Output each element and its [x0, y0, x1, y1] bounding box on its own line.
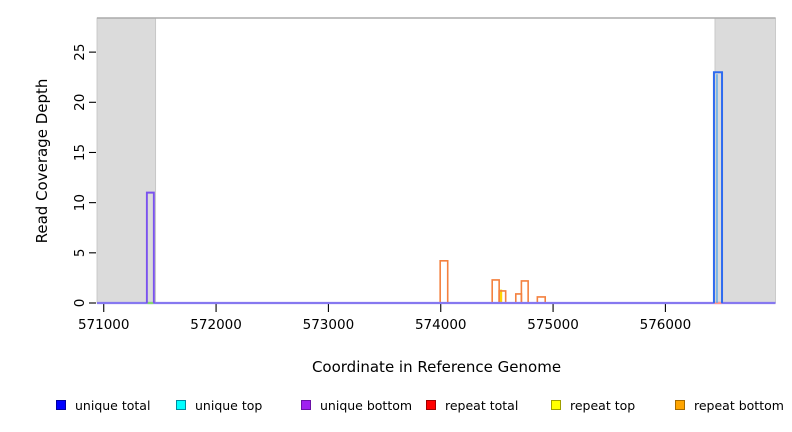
- coverage-bar-unique-total: [712, 71, 724, 303]
- y-tick-label: 25: [72, 44, 88, 61]
- legend-item-unique-top: unique top: [176, 397, 262, 413]
- y-tick-label: 10: [72, 194, 88, 211]
- legend-item-unique-total: unique total: [56, 397, 150, 413]
- x-tick-label: 572000: [190, 317, 242, 333]
- x-axis-title: Coordinate in Reference Genome: [311, 358, 562, 376]
- shaded-region: [714, 17, 776, 304]
- y-axis-title: Read Coverage Depth: [33, 78, 51, 244]
- x-tick-label: 575000: [527, 317, 579, 333]
- coverage-bar-repeat-bottom: [520, 280, 529, 303]
- legend-item-unique-bottom: unique bottom: [301, 397, 412, 413]
- coverage-bar-repeat-bottom: [439, 260, 449, 303]
- y-tick-label: 0: [72, 299, 88, 308]
- y-tick-label: 20: [72, 94, 88, 111]
- x-tick-label: 574000: [415, 317, 467, 333]
- legend-item-repeat-bottom: repeat bottom: [675, 397, 784, 413]
- repeat-bottom-swatch-icon: [675, 400, 685, 410]
- legend-label: unique top: [195, 397, 263, 413]
- x-tick-label: 573000: [303, 317, 355, 333]
- legend: unique total unique top unique bottom re…: [0, 397, 792, 417]
- x-tick-label: 576000: [640, 317, 692, 333]
- legend-label: repeat top: [570, 397, 636, 413]
- coverage-bar-repeat-bottom: [514, 293, 523, 303]
- x-tick-label: 571000: [78, 317, 130, 333]
- unique-bottom-swatch-icon: [301, 400, 311, 410]
- legend-label: repeat bottom: [694, 397, 784, 413]
- repeat-total-swatch-icon: [426, 400, 436, 410]
- unique-top-swatch-icon: [176, 400, 186, 410]
- legend-item-repeat-total: repeat total: [426, 397, 518, 413]
- y-tick-label: 15: [72, 144, 88, 161]
- legend-label: unique total: [75, 397, 151, 413]
- coverage-bar-repeat-bottom: [498, 290, 507, 303]
- legend-item-repeat-top: repeat top: [551, 397, 635, 413]
- coverage-bar-unique-bottom: [145, 191, 155, 303]
- y-tick-label: 5: [72, 249, 88, 258]
- legend-label: unique bottom: [320, 397, 413, 413]
- repeat-top-swatch-icon: [551, 400, 561, 410]
- coverage-bar-repeat-bottom: [536, 296, 547, 303]
- coverage-bar-repeat-top: [499, 289, 503, 303]
- coverage-bar-repeat-bottom: [491, 279, 500, 303]
- shaded-region: [96, 17, 157, 304]
- unique-total-swatch-icon: [56, 400, 66, 410]
- legend-label: repeat total: [445, 397, 519, 413]
